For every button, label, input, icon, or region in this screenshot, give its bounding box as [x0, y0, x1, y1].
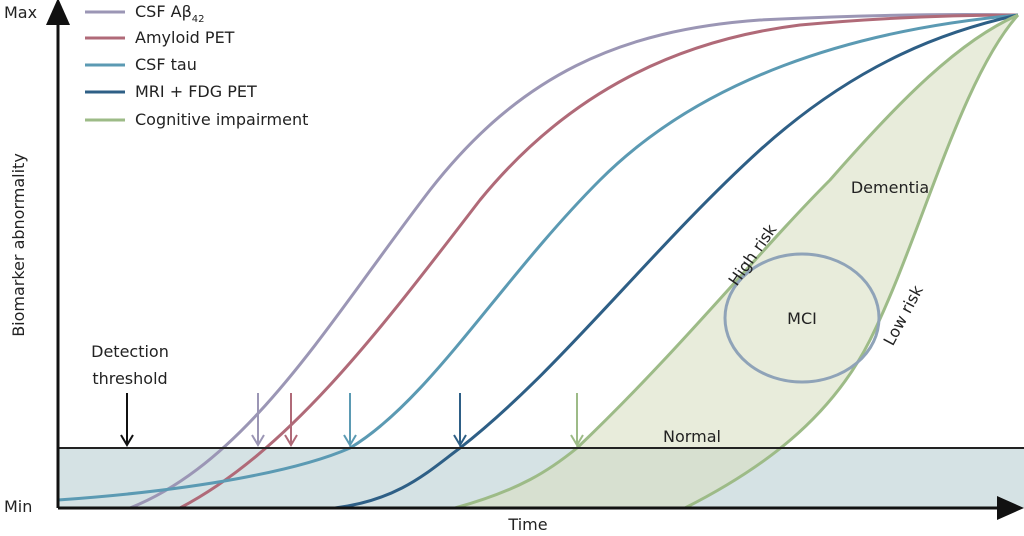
curve-mri-fdg	[334, 13, 1019, 510]
legend: CSF Aβ42 Amyloid PET CSF tau MRI + FDG P…	[85, 2, 308, 129]
detection-label: Detection	[91, 342, 169, 361]
curve-cognitive-lower	[684, 14, 1020, 510]
mci-ellipse	[723, 252, 881, 384]
mci-label: MCI	[787, 309, 817, 328]
y-label: Biomarker abnormality	[9, 153, 28, 337]
curve-csf-abeta	[129, 13, 1019, 510]
legend-label: CSF tau	[135, 55, 197, 74]
legend-label: Cognitive impairment	[135, 110, 308, 129]
detection-label: threshold	[92, 369, 167, 388]
y-min: Min	[4, 497, 32, 516]
curve-amyloid-pet	[179, 13, 1019, 510]
legend-label: Amyloid PET	[135, 28, 235, 47]
dementia-label: Dementia	[851, 178, 929, 197]
curve-cognitive-upper	[454, 13, 1019, 510]
curve-csf-tau	[57, 13, 1019, 502]
normal-label: Normal	[663, 427, 721, 446]
onset-arrows	[120, 393, 584, 447]
x-label: Time	[507, 515, 547, 534]
y-max: Max	[4, 3, 37, 22]
cognitive-area	[455, 15, 1018, 508]
legend-label: CSF Aβ42	[135, 2, 205, 25]
legend-label: MRI + FDG PET	[135, 82, 257, 101]
